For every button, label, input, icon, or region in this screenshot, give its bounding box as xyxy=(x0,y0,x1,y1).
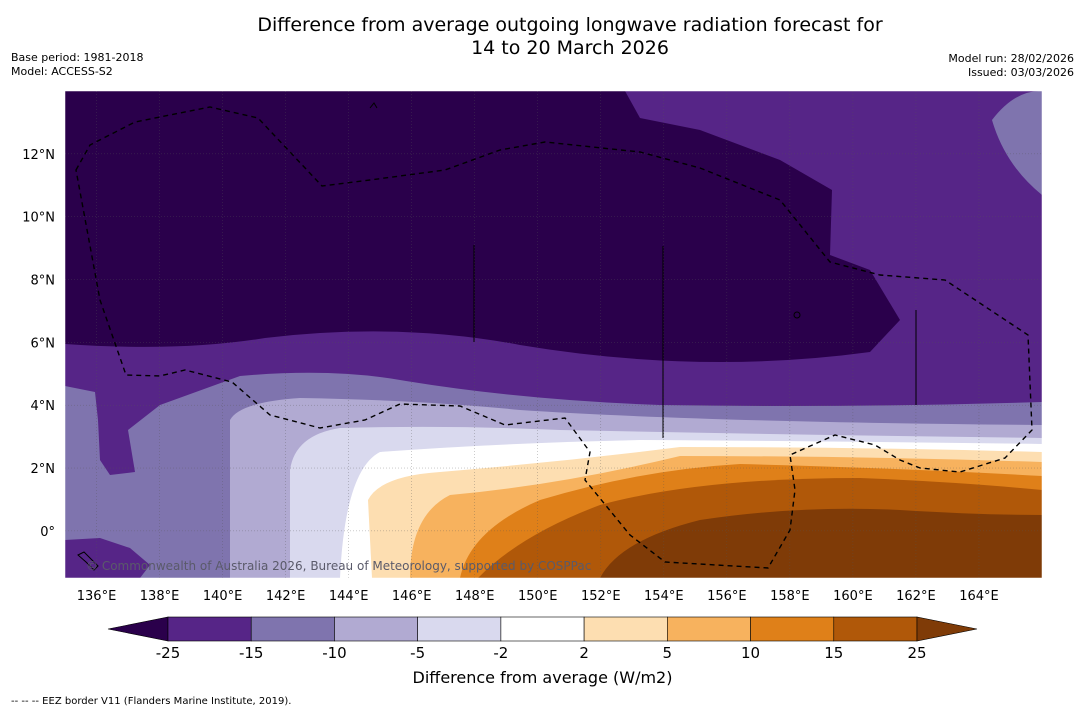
lon-tick-label: 152°E xyxy=(581,589,621,604)
lat-tick-label: 4°N xyxy=(31,399,56,414)
lat-tick-label: 12°N xyxy=(22,148,55,163)
colorbar-tick-label: 10 xyxy=(741,644,760,662)
title-line-1: Difference from average outgoing longwav… xyxy=(257,14,883,36)
lat-tick-label: 0° xyxy=(40,525,55,540)
meta-right: Model run: 28/02/2026 Issued: 03/03/2026 xyxy=(948,52,1074,80)
lat-tick-label: 10°N xyxy=(22,211,55,226)
colorbar-swatch xyxy=(250,616,335,642)
lon-tick-label: 154°E xyxy=(644,589,684,604)
colorbar-tick-label: 25 xyxy=(907,644,926,662)
colorbar-extend-high xyxy=(916,616,978,642)
lon-tick-label: 158°E xyxy=(770,589,810,604)
lon-tick-label: 144°E xyxy=(329,589,369,604)
latitude-axis: 12°N 10°N 8°N 6°N 4°N 2°N 0° xyxy=(22,148,55,540)
lon-tick-label: 150°E xyxy=(518,589,558,604)
lat-tick-label: 2°N xyxy=(31,462,56,477)
lon-tick-label: 138°E xyxy=(140,589,180,604)
model-name: Model: ACCESS-S2 xyxy=(11,65,113,78)
map-title: Difference from average outgoing longwav… xyxy=(0,14,1085,60)
title-line-2: 14 to 20 March 2026 xyxy=(471,37,669,59)
colorbar-swatch xyxy=(417,616,502,642)
colorbar-tick-label: -15 xyxy=(239,644,264,662)
lon-tick-label: 162°E xyxy=(896,589,936,604)
longitude-axis: 136°E 138°E 140°E 142°E 144°E 146°E 148°E 150°E… xyxy=(77,589,999,604)
land-outlines xyxy=(77,102,917,571)
model-run: Model run: 28/02/2026 xyxy=(948,52,1074,65)
lon-tick-label: 142°E xyxy=(266,589,306,604)
colorbar-title: Difference from average (W/m2) xyxy=(412,668,673,687)
plot-frame xyxy=(64,90,1043,579)
colorbar-swatch xyxy=(667,616,751,642)
colorbar-swatch xyxy=(334,616,418,642)
lon-tick-label: 148°E xyxy=(455,589,495,604)
lon-tick-label: 164°E xyxy=(959,589,999,604)
eez-border xyxy=(75,106,1033,569)
anomaly-field xyxy=(65,91,1042,578)
meta-left: Base period: 1981-2018 Model: ACCESS-S2 xyxy=(11,51,143,79)
lon-tick-label: 146°E xyxy=(392,589,432,604)
eez-legend-note: -- -- -- EEZ border V11 (Flanders Marine… xyxy=(11,696,292,707)
colorbar-swatch xyxy=(167,616,252,642)
colorbar-swatch xyxy=(583,616,668,642)
colorbar-tick-label: -5 xyxy=(410,644,425,662)
issued-date: Issued: 03/03/2026 xyxy=(967,66,1074,79)
graticule xyxy=(65,91,1042,578)
colorbar-extend-low xyxy=(107,616,169,642)
band-gt-25 xyxy=(600,508,1042,578)
colorbar-swatch xyxy=(833,616,918,642)
copyright-notice: © Commonwealth of Australia 2026, Bureau… xyxy=(86,559,592,573)
lat-tick-label: 8°N xyxy=(31,274,56,289)
colorbar-tick-label: 15 xyxy=(824,644,843,662)
colorbar-tick-label: 2 xyxy=(579,644,589,662)
colorbar-swatch xyxy=(500,616,585,642)
colorbar-tick-label: -25 xyxy=(156,644,181,662)
lat-tick-label: 6°N xyxy=(31,336,56,351)
colorbar-tick-label: -2 xyxy=(493,644,508,662)
lon-tick-label: 160°E xyxy=(833,589,873,604)
lon-tick-label: 156°E xyxy=(707,589,747,604)
colorbar-tick-label: 5 xyxy=(663,644,673,662)
islands-southwest xyxy=(65,538,150,578)
lon-tick-label: 136°E xyxy=(77,589,117,604)
colorbar: -25 -15 -10 -5 -2 2 5 10 15 25 xyxy=(107,616,978,662)
colorbar-tick-label: -10 xyxy=(322,644,347,662)
base-period: Base period: 1981-2018 xyxy=(11,51,144,64)
lon-tick-label: 140°E xyxy=(203,589,243,604)
colorbar-swatch xyxy=(750,616,835,642)
